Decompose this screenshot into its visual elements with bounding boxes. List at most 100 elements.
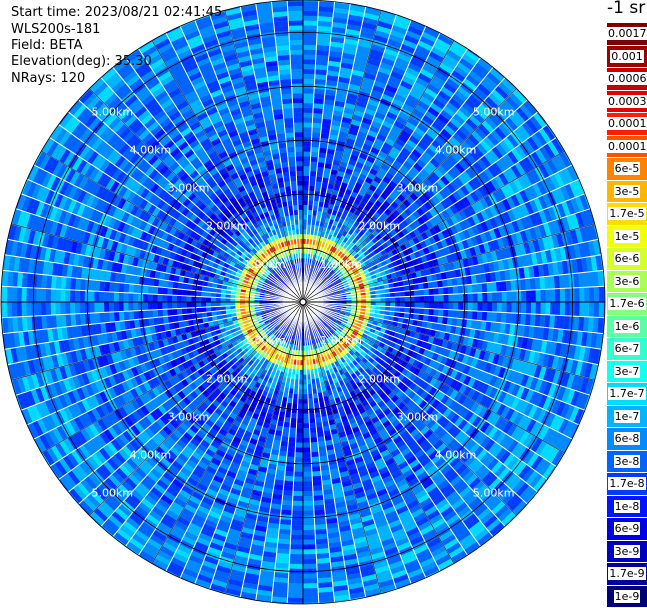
- ppi-cell: [437, 280, 443, 288]
- ppi-cell: [313, 490, 323, 496]
- ppi-cell: [303, 501, 313, 506]
- ppi-cell: [452, 278, 458, 286]
- ppi-cell: [310, 166, 317, 171]
- ppi-cell: [303, 491, 313, 496]
- ppi-cell: [303, 20, 317, 25]
- ppi-cell: [310, 157, 318, 162]
- ppi-cell: [439, 302, 444, 309]
- ppi-cell: [458, 294, 463, 302]
- ppi-cell: [531, 290, 536, 302]
- ppi-cell: [290, 559, 303, 564]
- ppi-cell: [313, 98, 324, 104]
- ppi-cell: [303, 535, 315, 540]
- ppi-cell: [290, 428, 297, 433]
- ppi-cell: [540, 277, 546, 290]
- ppi-cell: [291, 535, 303, 540]
- ppi-cell: [314, 510, 325, 516]
- ppi-cell: [448, 294, 453, 302]
- ppi-cell: [390, 302, 395, 307]
- ppi-cell: [423, 315, 429, 322]
- ppi-cell: [308, 195, 314, 200]
- ppi-cell: [550, 289, 555, 302]
- ppi-cell: [443, 309, 448, 317]
- ppi-cell: [313, 481, 323, 487]
- ppi-cell: [511, 291, 516, 302]
- ppi-cell: [303, 215, 307, 220]
- ppi-cell: [419, 296, 424, 302]
- ppi-cell: [295, 447, 303, 452]
- ppi-cell: [414, 296, 419, 302]
- ppi-cell: [303, 530, 315, 535]
- ppi-cell: [303, 98, 313, 103]
- ppi-cell: [472, 311, 478, 320]
- ppi-cell: [486, 312, 492, 322]
- ppi-cell: [303, 54, 316, 59]
- ppi-cell: [448, 302, 453, 310]
- ppi-cell: [303, 181, 309, 186]
- ppi-cell: [560, 302, 565, 315]
- ppi-cell: [303, 210, 308, 215]
- ppi-cell: [303, 45, 316, 50]
- ppi-cell: [303, 88, 314, 93]
- ppi-cell: [521, 302, 526, 313]
- ppi-cell: [303, 156, 310, 161]
- ppi-cell: [293, 486, 303, 491]
- ppi-cell: [316, 539, 329, 545]
- ppi-cell: [313, 485, 323, 491]
- ppi-cell: [292, 510, 303, 515]
- ppi-cell: [313, 108, 323, 114]
- ppi-cell: [294, 481, 303, 486]
- ppi-cell: [303, 64, 315, 69]
- ppi-cell: [428, 315, 434, 322]
- ppi-cell: [453, 302, 458, 310]
- ppi-cell: [424, 308, 429, 315]
- ppi-cell: [303, 118, 312, 123]
- ppi-cell: [497, 292, 502, 302]
- ppi-cell: [293, 399, 298, 404]
- ppi-cell: [316, 40, 330, 46]
- ppi-cell: [288, 442, 296, 447]
- ppi-cell: [280, 446, 288, 452]
- ppi-cell: [303, 404, 308, 409]
- ppi-cell: [309, 181, 315, 186]
- ppi-cell: [303, 481, 312, 486]
- ppi-cell: [309, 418, 315, 423]
- ppi-cell: [291, 540, 303, 545]
- ppi-cell: [280, 441, 288, 447]
- ppi-cell: [303, 549, 316, 554]
- ppi-cell: [317, 167, 324, 173]
- ppi-cell: [287, 452, 295, 457]
- ppi-cell: [316, 543, 329, 549]
- ppi-cell: [303, 16, 318, 21]
- ppi-cell: [303, 11, 318, 16]
- ppi-cell: [442, 317, 448, 325]
- ppi-cell: [463, 293, 468, 301]
- ppi-cell: [296, 438, 303, 443]
- ppi-cell: [303, 103, 313, 108]
- ppi-cell: [303, 166, 310, 171]
- ppi-cell: [315, 65, 327, 71]
- ppi-cell: [312, 461, 321, 466]
- ppi-cell: [290, 544, 303, 549]
- ppi-cell: [443, 287, 448, 295]
- ppi-cell: [448, 310, 453, 318]
- ppi-cell: [316, 172, 323, 178]
- ppi-cell: [296, 443, 303, 448]
- ppi-cell: [554, 315, 560, 328]
- ppi-cell: [303, 219, 307, 224]
- ppi-cell: [303, 394, 308, 399]
- ppi-cell: [284, 417, 291, 423]
- ppi-cell: [291, 530, 303, 535]
- ppi-cell: [303, 152, 311, 157]
- ppi-cell: [286, 466, 295, 471]
- ppi-cell: [285, 476, 294, 482]
- ppi-cell: [530, 278, 536, 290]
- ppi-cell: [315, 181, 322, 187]
- ppi-cell: [303, 93, 314, 98]
- ppi-cell: [285, 471, 294, 477]
- ppi-cell: [317, 162, 325, 168]
- ppi-cell: [303, 544, 316, 549]
- ppi-cell: [395, 307, 400, 312]
- ppi-cell: [303, 486, 313, 491]
- ppi-cell: [458, 302, 463, 310]
